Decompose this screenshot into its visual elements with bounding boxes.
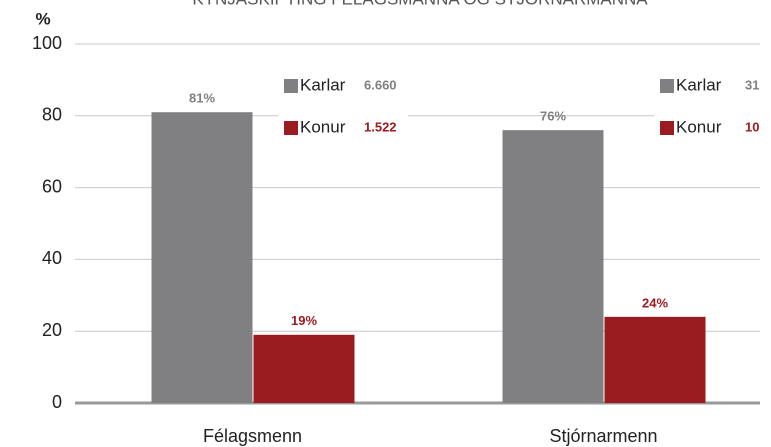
y-tick-label: 60 xyxy=(42,176,62,196)
y-tick-label: 20 xyxy=(42,320,62,340)
y-tick-label: 40 xyxy=(42,248,62,268)
legend-label: Konur xyxy=(300,117,346,136)
legend-label: Karlar xyxy=(676,75,722,94)
x-tick-label: Stjórnarmenn xyxy=(549,426,657,446)
legend-count: 31 xyxy=(745,77,759,92)
y-axis-label: % xyxy=(35,9,50,28)
bar xyxy=(604,316,706,403)
legend-label: Konur xyxy=(676,117,722,136)
y-tick-label: 0 xyxy=(52,392,62,412)
legend-swatch xyxy=(660,79,674,93)
chart-title: KYNJASKIPTING FÉLAGSMANNA OG STJÓRNARMAN… xyxy=(192,0,648,8)
data-label: 76% xyxy=(540,109,566,124)
bar xyxy=(253,334,355,403)
legend-count: 10 xyxy=(745,119,759,134)
bar xyxy=(502,130,604,403)
data-label: 81% xyxy=(189,91,215,106)
y-tick-label: 100 xyxy=(32,33,62,53)
legend-count: 6.660 xyxy=(364,77,397,92)
legend-count: 1.522 xyxy=(364,119,397,134)
legend-swatch xyxy=(660,121,674,135)
legend-label: Karlar xyxy=(300,75,346,94)
data-label: 19% xyxy=(291,313,317,328)
legend-swatch xyxy=(284,121,298,135)
y-tick-label: 80 xyxy=(42,105,62,125)
bar xyxy=(151,112,253,404)
legend-swatch xyxy=(284,79,298,93)
data-label: 24% xyxy=(642,295,668,310)
x-tick-label: Félagsmenn xyxy=(203,426,302,446)
legend-background xyxy=(278,70,408,140)
